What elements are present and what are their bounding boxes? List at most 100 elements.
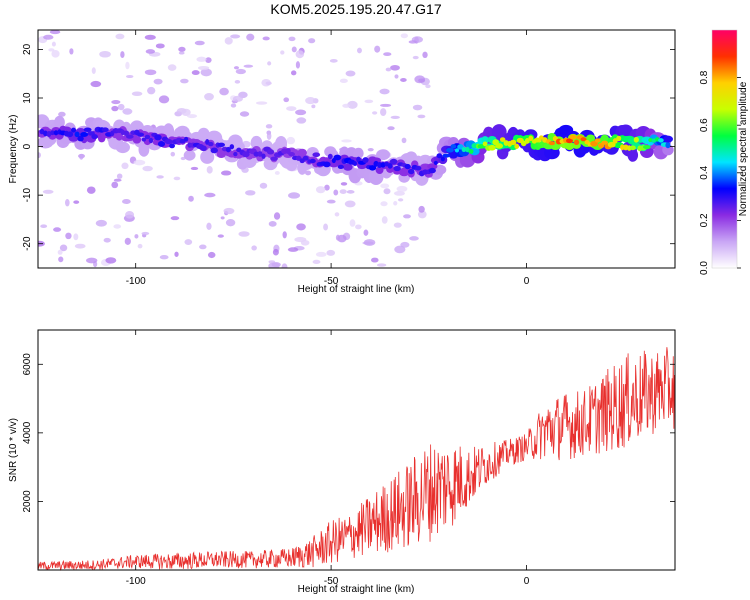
spectrogram-ridge-blob — [225, 146, 231, 153]
spectrogram-noise-blob — [38, 152, 41, 159]
spectrogram-ridge-blob — [302, 155, 309, 161]
spectrogram-y-tick-label: -20 — [22, 236, 33, 251]
spectrogram-ridge-blob — [270, 156, 278, 161]
spectrogram-ridge-blob — [514, 143, 520, 149]
spectrogram-noise-blob — [225, 219, 236, 227]
spectrogram-noise-blob — [288, 192, 301, 199]
snr-x-tick-label: -100 — [126, 576, 146, 587]
spectrogram-ridge-blob — [488, 144, 496, 151]
spectrogram-noise-blob — [111, 181, 119, 189]
spectrogram-ridge-blob — [229, 144, 235, 150]
spectrogram-ridge-blob — [288, 151, 295, 157]
spectrogram-noise-blob — [58, 256, 64, 263]
spectrogram-noise-blob — [117, 103, 125, 111]
spectrogram-noise-blob — [116, 173, 123, 179]
spectrogram-ridge-blob — [266, 149, 275, 155]
spectrogram-noise-blob — [53, 227, 62, 232]
spectrogram-ridge-blob — [210, 147, 218, 154]
spectrogram-noise-blob — [65, 232, 72, 240]
spectrogram-ridge-blob — [440, 156, 445, 162]
spectrogram-noise-blob — [326, 249, 336, 256]
spectrogram-noise-blob — [305, 97, 316, 105]
spectrogram-ridge-blob — [573, 139, 580, 146]
spectrogram-noise-blob — [295, 50, 305, 59]
snr-y-ticks: 2000 4000 6000 — [22, 353, 675, 513]
spectrogram-noise-blob — [223, 207, 235, 215]
snr-x-tick-label: 0 — [524, 576, 530, 587]
spectrogram-ridge-blob — [454, 148, 460, 153]
spectrogram-noise-blob — [286, 106, 297, 111]
spectrogram-noise-blob — [409, 236, 419, 241]
spectrogram-noise-blob — [239, 111, 250, 117]
spectrogram-noise-blob — [268, 262, 280, 268]
spectrogram-ridge-blob — [261, 153, 266, 159]
spectrogram-noise-blob — [204, 192, 216, 198]
spectrogram-ridge-blob — [368, 165, 377, 171]
spectrogram-ridge-blob — [528, 135, 534, 142]
spectrogram-noise-blob — [188, 195, 194, 202]
spectrogram-noise-blob — [99, 50, 111, 58]
spectrogram-ridge-blob — [407, 168, 415, 175]
spectrogram-noise-blob — [291, 46, 297, 53]
spectrogram-ridge-blob — [353, 147, 364, 159]
spectrogram-noise-blob — [113, 224, 122, 229]
spectrogram-noise-blob — [379, 88, 390, 95]
spectrogram-noise-blob — [344, 200, 356, 208]
spectrogram-ridge-blob — [377, 162, 383, 168]
spectrogram-ridge-blob — [616, 135, 622, 142]
snr-background — [38, 330, 675, 570]
spectrogram-ridge-blob — [370, 157, 382, 164]
spectrogram-noise-blob — [324, 184, 330, 191]
snr-y-tick-label: 2000 — [22, 490, 33, 513]
spectrogram-noise-blob — [48, 48, 55, 52]
spectrogram-ridge-blob — [648, 138, 653, 143]
spectrogram-ridge-blob — [233, 151, 238, 157]
spectrogram-noise-blob — [238, 231, 250, 237]
spectrogram-ridge-blob — [200, 145, 207, 152]
spectrogram-ridge-blob — [115, 141, 130, 154]
spectrogram-ridge-blob — [499, 137, 506, 142]
spectrogram-noise-blob — [145, 49, 156, 54]
spectrogram-noise-blob — [167, 64, 177, 71]
spectrogram-noise-blob — [422, 51, 428, 59]
spectrogram-ridge-blob — [580, 137, 587, 142]
spectrogram-ridge-blob — [138, 142, 150, 157]
spectrogram-ridge-blob — [380, 162, 386, 168]
spectrogram-y-tick-label: 20 — [22, 43, 33, 55]
spectrogram-ridge-blob — [629, 145, 636, 151]
spectrogram-noise-blob — [385, 67, 392, 72]
spectrogram-ridge-blob — [569, 134, 577, 140]
spectrogram-ridge-blob — [77, 135, 84, 142]
colorbar-tick-label: 0.2 — [699, 213, 710, 227]
spectrogram-x-tick-label: -50 — [324, 276, 339, 287]
spectrogram-noise-blob — [387, 126, 395, 131]
snr-x-label: Height of straight line (km) — [298, 584, 415, 595]
spectrogram-noise-blob — [205, 57, 212, 63]
spectrogram-ridge-blob — [148, 137, 154, 144]
spectrogram-noise-blob — [115, 33, 125, 40]
spectrogram-noise-blob — [408, 40, 417, 44]
spectrogram-noise-blob — [329, 59, 338, 63]
spectrogram-noise-blob — [340, 182, 348, 186]
spectrogram-noise-blob — [86, 186, 96, 194]
spectrogram-noise-blob — [251, 245, 257, 251]
spectrogram-ridge-blob — [91, 134, 98, 140]
snr-y-label: SNR (10 * v/v) — [8, 418, 19, 482]
spectrogram-noise-blob — [393, 201, 398, 206]
spectrogram-x-ticks: -100 -50 0 — [126, 30, 530, 287]
spectrogram-noise-blob — [120, 51, 125, 59]
spectrogram-noise-blob — [265, 81, 272, 86]
spectrogram-noise-blob — [311, 104, 316, 109]
spectrogram-noise-blob — [425, 84, 431, 89]
spectrogram-noise-blob — [170, 216, 180, 221]
spectrogram-noise-blob — [266, 132, 272, 140]
spectrogram-ridge-blob — [343, 163, 353, 171]
spectrogram-ridge-blob — [207, 141, 214, 147]
spectrogram-ridge-blob — [524, 138, 530, 144]
spectrogram-ridge-blob — [482, 141, 488, 147]
snr-panel: -100 -50 0 2000 4000 6000 Height of straight… — [8, 329, 676, 595]
spectrogram-ridge-blob — [393, 165, 401, 172]
spectrogram-noise-blob — [91, 67, 96, 74]
spectrogram-ridge-blob — [327, 153, 333, 160]
